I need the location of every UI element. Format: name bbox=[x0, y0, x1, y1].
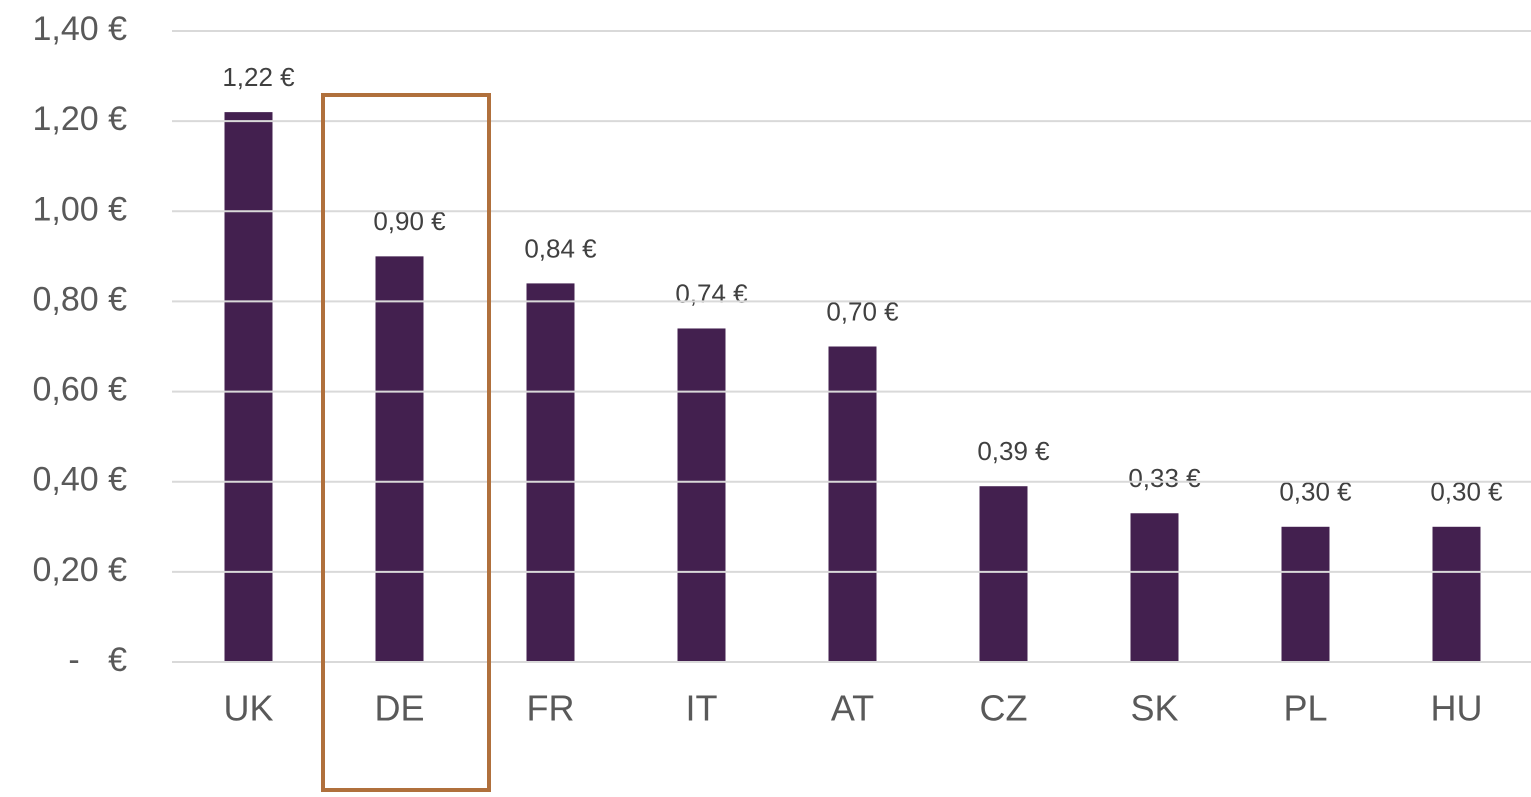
bar bbox=[1130, 513, 1179, 662]
bar bbox=[224, 112, 273, 663]
bar bbox=[677, 328, 726, 662]
y-tick-label: 1,20 € bbox=[32, 100, 127, 138]
value-label: 0,33 € bbox=[1128, 463, 1201, 493]
bar bbox=[375, 256, 424, 662]
bar bbox=[526, 283, 575, 662]
x-tick-label: UK bbox=[223, 688, 273, 729]
y-tick-label: 0,80 € bbox=[32, 280, 127, 318]
x-tick-label: HU bbox=[1431, 688, 1483, 729]
value-label: 1,22 € bbox=[222, 62, 295, 92]
highlight-box bbox=[321, 93, 491, 792]
x-tick-label: CZ bbox=[980, 688, 1028, 729]
x-tick-label: AT bbox=[831, 688, 874, 729]
x-tick-label: PL bbox=[1283, 688, 1327, 729]
bar bbox=[1281, 526, 1330, 662]
y-tick-label: 1,00 € bbox=[32, 190, 127, 228]
x-tick-label: IT bbox=[686, 688, 718, 729]
x-tick-label: FR bbox=[527, 688, 575, 729]
value-label: 0,74 € bbox=[675, 278, 748, 308]
bar bbox=[828, 346, 877, 662]
y-tick-label: 0,60 € bbox=[32, 371, 127, 409]
bar bbox=[979, 486, 1028, 662]
y-tick-label: - € bbox=[68, 641, 127, 679]
value-label: 0,84 € bbox=[524, 233, 597, 263]
x-tick-label: DE bbox=[374, 688, 424, 729]
y-tick-label: 0,40 € bbox=[32, 461, 127, 499]
y-tick-label: 0,20 € bbox=[32, 551, 127, 589]
x-tick-label: SK bbox=[1130, 688, 1178, 729]
value-label: 0,39 € bbox=[977, 436, 1050, 466]
y-tick-label: 1,40 € bbox=[32, 10, 127, 48]
bar bbox=[1432, 526, 1481, 662]
